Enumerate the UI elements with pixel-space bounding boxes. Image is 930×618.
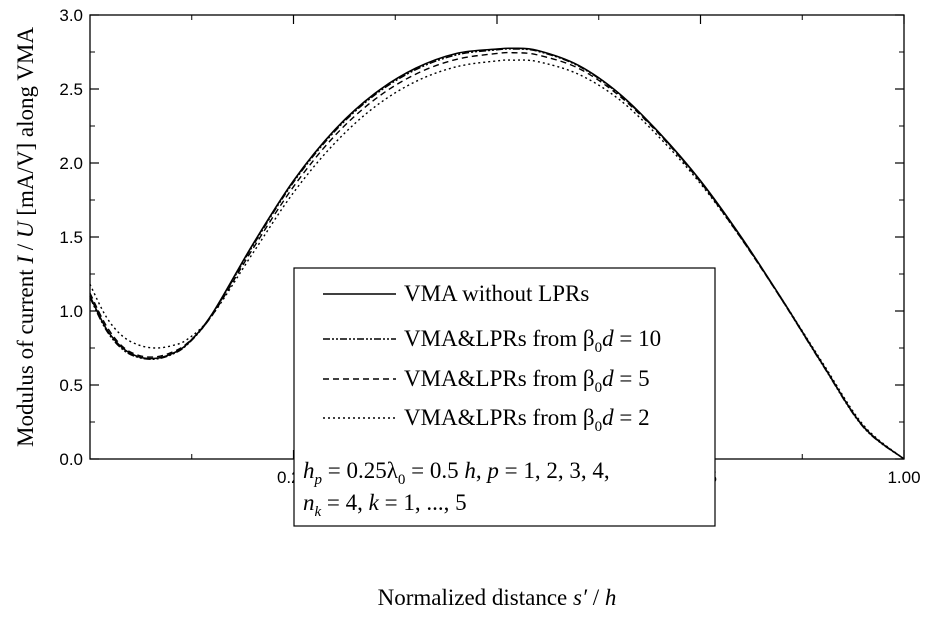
x-axis-title-h: h bbox=[605, 585, 617, 610]
series-line-4 bbox=[89, 59, 905, 460]
series-layer bbox=[89, 47, 905, 460]
y-tick-label: 2.0 bbox=[59, 154, 83, 173]
legend-items: VMA without LPRs VMA&LPRs from β0d = 10 VM… bbox=[323, 281, 661, 435]
y-axis-title-slash: / bbox=[13, 238, 38, 256]
legend-label-4: VMA&LPRs from β0d = 2 bbox=[404, 405, 650, 435]
y-tick-label: 0.0 bbox=[59, 450, 83, 469]
y-tick-label: 2.5 bbox=[59, 80, 83, 99]
y-axis-title: Modulus of current I / U [mA/V] along VM… bbox=[13, 27, 38, 447]
series-line-3 bbox=[89, 51, 905, 460]
x-axis-title: Normalized distance s′ / h bbox=[378, 585, 617, 610]
y-axis-title-post: [mA/V] along VMA bbox=[13, 27, 38, 222]
legend-box bbox=[293, 267, 716, 527]
y-tick-label: 1.0 bbox=[59, 302, 83, 321]
x-tick-label: 1.00 bbox=[887, 468, 920, 487]
x-axis-title-sep: / bbox=[587, 585, 605, 610]
y-tick-label: 3.0 bbox=[59, 6, 83, 25]
legend-label-2: VMA&LPRs from β0d = 10 bbox=[404, 326, 661, 356]
legend-annotation-1: hp = 0.25λ0 = 0.5 h, p = 1, 2, 3, 4, bbox=[303, 458, 610, 488]
x-axis-title-main: Normalized distance bbox=[378, 585, 573, 610]
x-axis-title-var: s′ bbox=[573, 585, 588, 610]
legend-annotation-2: nk = 4, k = 1, ..., 5 bbox=[303, 490, 467, 520]
legend: VMA without LPRs VMA&LPRs from β0d = 10 VM… bbox=[293, 267, 716, 527]
y-axis-title-i: I bbox=[13, 255, 38, 265]
y-tick-label: 1.5 bbox=[59, 228, 83, 247]
y-axis-title-u: U bbox=[13, 220, 38, 238]
legend-label-1: VMA without LPRs bbox=[404, 281, 589, 306]
y-axis-title-pre: Modulus of current bbox=[13, 264, 38, 447]
legend-label-3: VMA&LPRs from β0d = 5 bbox=[404, 366, 650, 396]
y-tick-label: 0.5 bbox=[59, 376, 83, 395]
